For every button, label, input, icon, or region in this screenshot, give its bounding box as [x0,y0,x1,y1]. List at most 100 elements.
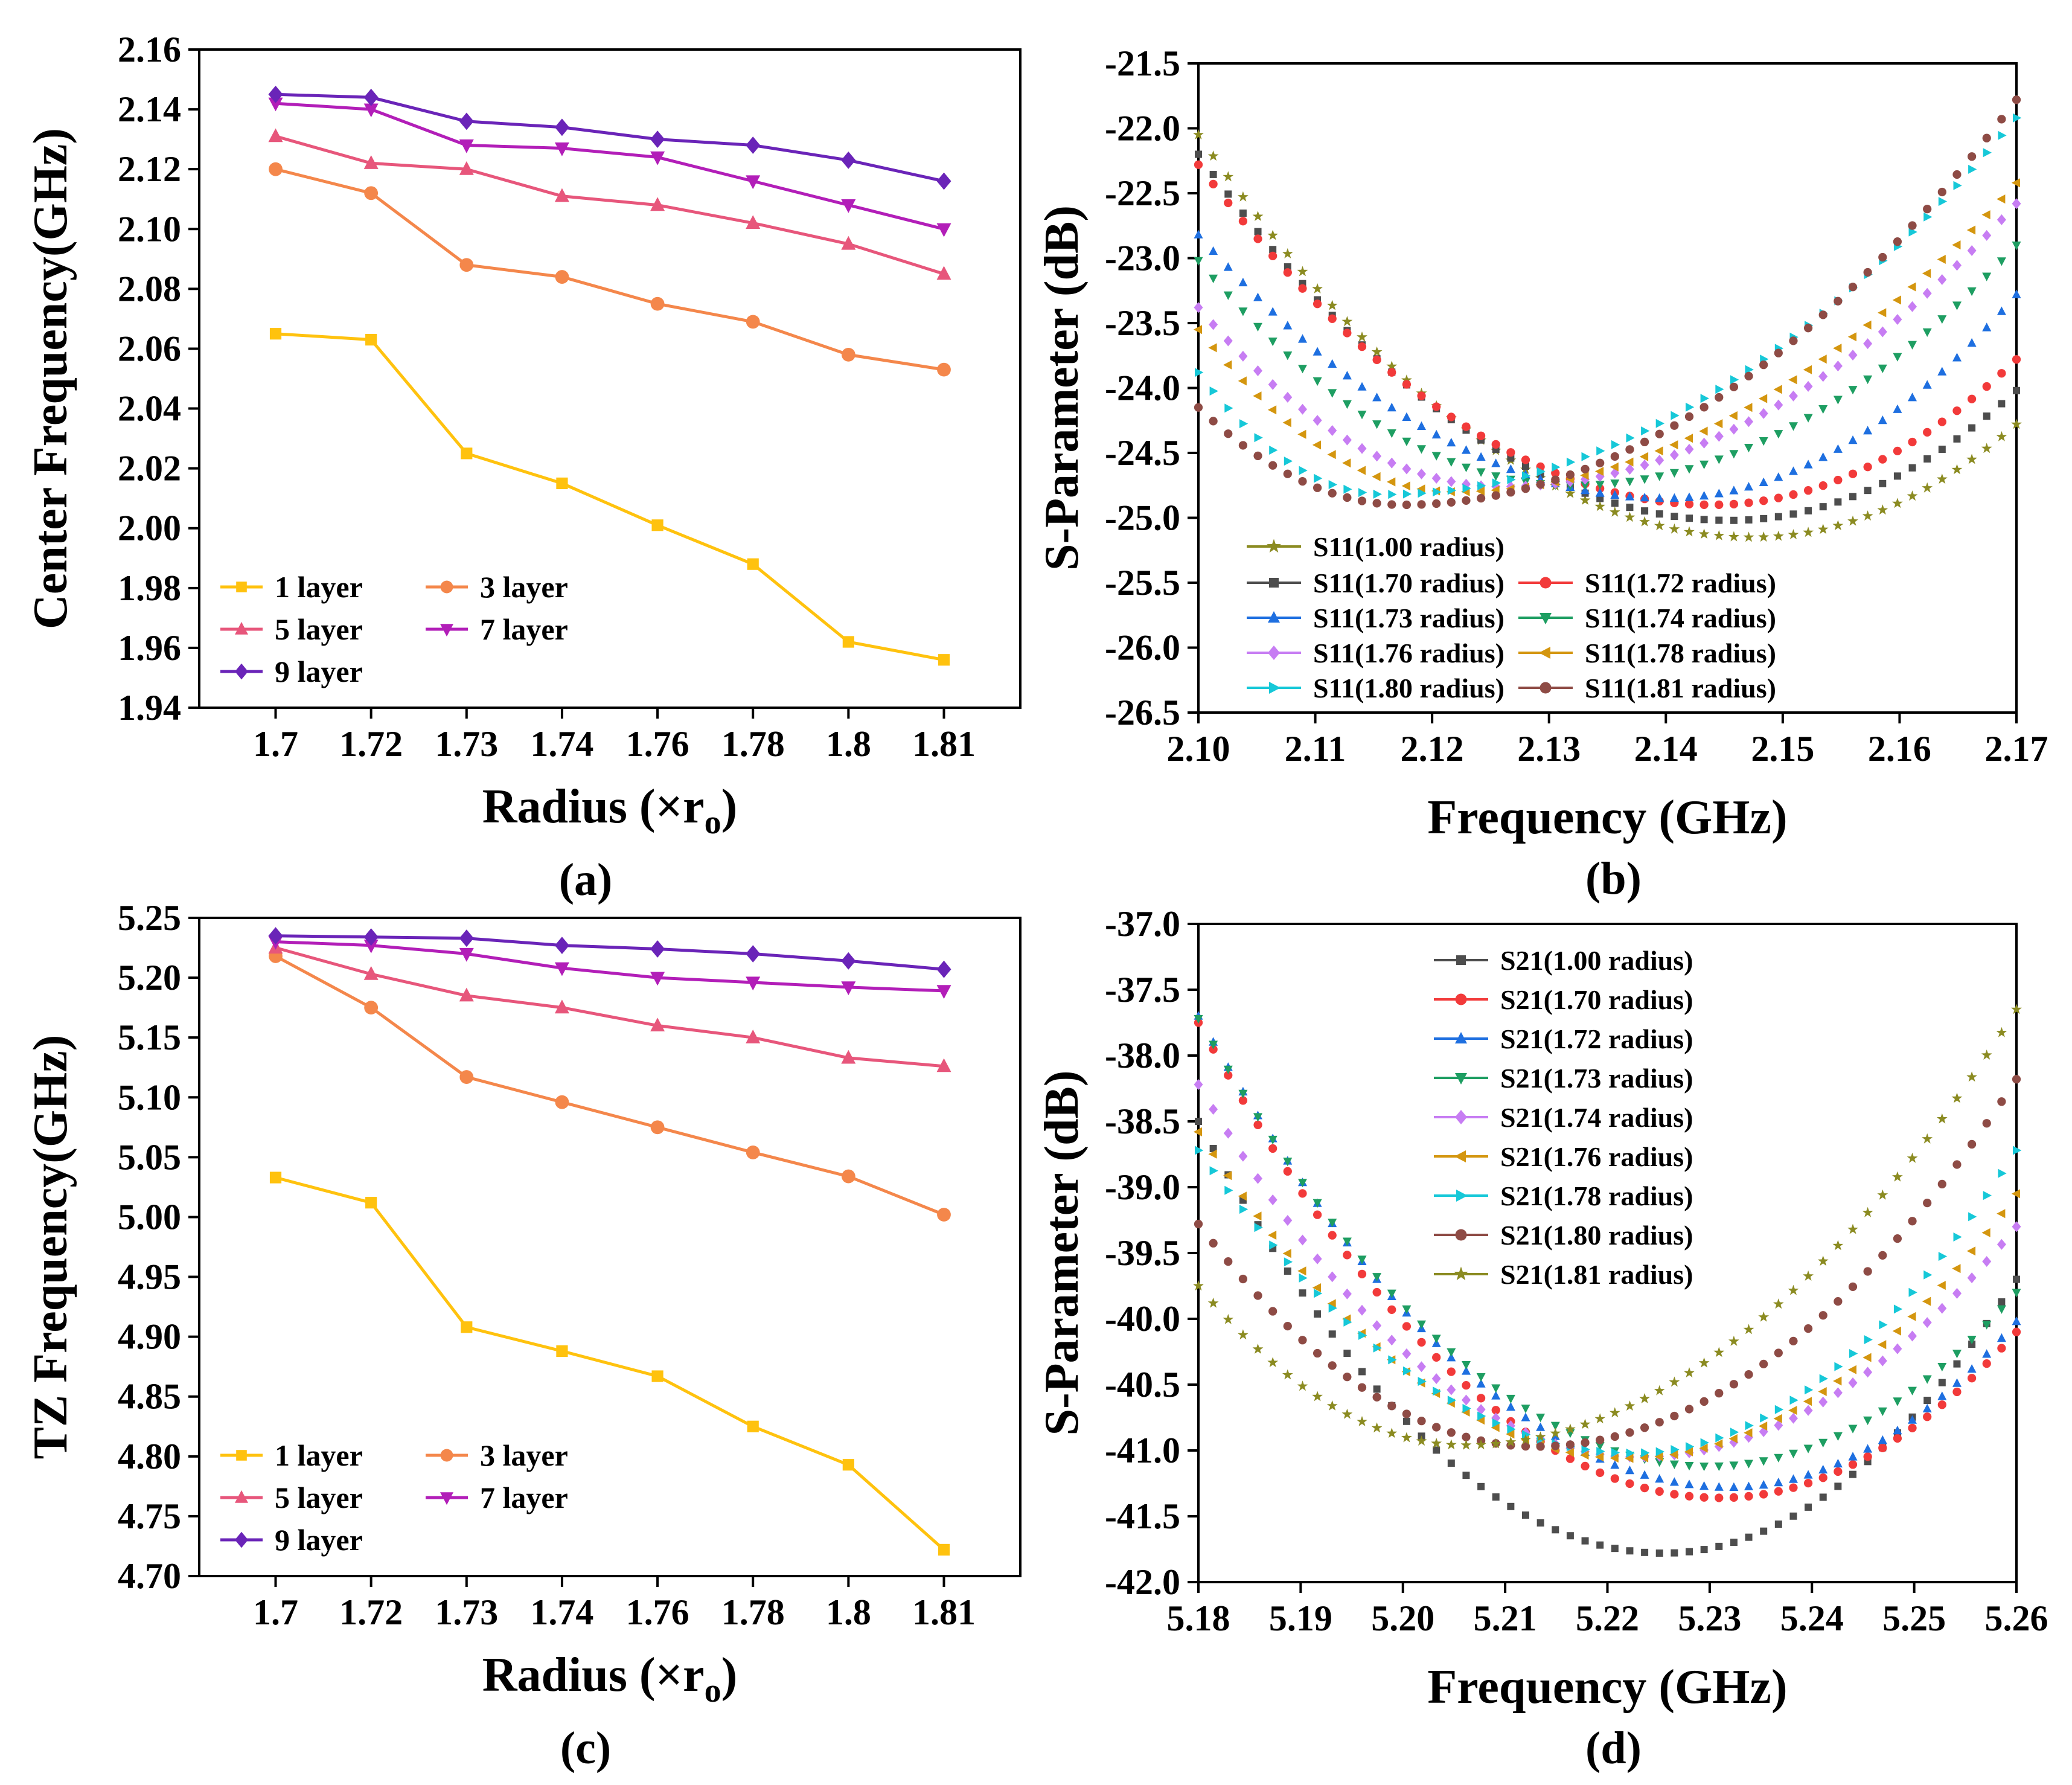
data-point-d-s21-1-73-radius-24 [1550,1421,1560,1431]
data-point-b-s11-1-76-radius-10 [1342,434,1352,446]
y-tick-label-a-3: 2.00 [118,508,181,548]
data-point-b-s11-1-80-radius-19 [1477,481,1486,490]
data-point-b-s11-1-70-radius-37 [1745,516,1753,524]
data-point-b-s11-1-00-radius-0 [1193,129,1204,139]
data-point-b-s11-1-78-radius-52 [1966,225,1976,235]
data-point-b-s11-1-74-radius-33 [1684,465,1694,474]
legend-swatch-marker-d-8 [1454,1266,1468,1281]
data-point-d-s21-1-76-radius-9 [1327,1299,1336,1309]
data-point-b-s11-1-00-radius-50 [1936,473,1948,484]
data-point-d-s21-1-73-radius-5 [1268,1135,1277,1145]
data-point-b-s11-1-81-radius-13 [1387,500,1396,509]
data-point-d-s21-1-80-radius-2 [1224,1257,1233,1266]
data-point-b-s11-1-80-radius-8 [1314,473,1323,483]
data-point-b-s11-1-00-radius-47 [1892,498,1903,508]
data-point-b-s11-1-73-radius-19 [1476,452,1486,461]
legend-label-d-3: S21(1.73 radius) [1500,1063,1693,1094]
data-point-d-s21-1-78-radius-41 [1805,1385,1814,1395]
data-point-b-s11-1-73-radius-45 [1863,426,1873,435]
data-point-c-7-layer-4 [650,972,665,986]
data-point-b-s11-1-70-radius-44 [1849,493,1856,501]
data-point-d-s21-1-76-radius-49 [1922,1296,1931,1306]
data-point-d-s21-1-74-radius-8 [1313,1253,1322,1264]
data-point-b-s11-1-74-radius-37 [1744,444,1753,453]
data-point-b-s11-1-80-radius-7 [1299,466,1308,475]
data-point-c-3-layer-6 [841,1169,855,1184]
data-point-d-s21-1-76-radius-25 [1565,1447,1574,1457]
data-point-b-s11-1-80-radius-30 [1641,426,1650,436]
data-point-d-s21-1-73-radius-2 [1223,1065,1233,1074]
data-point-d-s21-1-00-radius-50 [1938,1379,1946,1386]
data-point-d-s21-1-78-radius-50 [1938,1252,1948,1261]
series-a-5-layer [268,128,951,280]
data-point-b-s11-1-78-radius-43 [1833,344,1842,353]
data-point-d-s21-1-80-radius-27 [1596,1435,1605,1444]
data-point-c-5-layer-2 [459,987,474,1002]
data-point-d-s21-1-81-radius-35 [1713,1347,1725,1357]
data-point-d-s21-1-80-radius-3 [1238,1274,1248,1284]
data-point-d-s21-1-00-radius-51 [1953,1360,1961,1368]
data-point-b-s11-1-78-radius-31 [1654,446,1663,456]
data-point-b-s11-1-72-radius-13 [1387,368,1396,377]
data-point-d-s21-1-74-radius-17 [1447,1384,1456,1396]
data-point-d-s21-1-76-radius-54 [1997,1209,2006,1219]
data-point-b-s11-1-76-radius-55 [2012,198,2021,210]
data-point-d-s21-1-80-radius-29 [1625,1428,1634,1437]
data-point-b-s11-1-81-radius-38 [1759,361,1768,370]
legend-label-b-8: S11(1.81 radius) [1585,673,1776,703]
data-point-d-s21-1-70-radius-53 [1982,1359,1991,1368]
data-point-b-s11-1-81-radius-17 [1447,498,1456,507]
data-point-d-s21-1-78-radius-11 [1358,1330,1367,1340]
legend-swatch-marker-b-0 [1267,539,1281,553]
data-point-a-1-layer-1 [365,333,377,346]
legend-swatch-marker-b-4 [1540,613,1552,624]
data-point-d-s21-1-73-radius-40 [1789,1449,1798,1458]
data-point-b-s11-1-80-radius-51 [1953,181,1962,190]
data-point-b-s11-1-76-radius-7 [1298,403,1307,415]
data-point-c-9-layer-5 [746,945,761,963]
data-point-d-s21-1-81-radius-46 [1877,1189,1888,1200]
data-point-d-s21-1-74-radius-51 [1952,1287,1962,1299]
data-point-b-s11-1-74-radius-43 [1833,396,1843,405]
data-point-d-s21-1-00-radius-27 [1596,1541,1604,1549]
data-point-b-s11-1-74-radius-18 [1462,463,1471,472]
data-point-d-s21-1-72-radius-43 [1833,1458,1843,1468]
data-point-d-s21-1-74-radius-0 [1194,1079,1203,1090]
data-point-b-s11-1-81-radius-15 [1417,500,1426,509]
y-tick-label-d-7: -40.5 [1105,1365,1180,1405]
data-point-b-s11-1-74-radius-40 [1789,422,1798,431]
data-point-d-s21-1-72-radius-20 [1491,1391,1501,1400]
data-point-b-s11-1-81-radius-22 [1521,484,1530,493]
y-tick-label-c-1: 4.75 [118,1496,181,1536]
series-line-a-3-layer [275,167,944,371]
data-point-d-s21-1-76-radius-47 [1892,1326,1901,1336]
data-point-d-s21-1-73-radius-18 [1462,1361,1471,1370]
legend-swatch-marker-b-1 [1269,578,1279,588]
data-point-d-s21-1-74-radius-43 [1833,1387,1843,1399]
data-point-b-s11-1-73-radius-51 [1952,353,1962,362]
series-a-1-layer [269,328,950,666]
data-point-b-s11-1-74-radius-11 [1357,411,1367,420]
data-point-b-s11-1-70-radius-48 [1908,464,1916,472]
data-point-b-s11-1-76-radius-6 [1283,391,1293,403]
data-point-b-s11-1-00-radius-28 [1609,506,1620,517]
legend-swatch-marker-a-2 [235,621,248,635]
data-point-a-3-layer-2 [459,258,474,272]
data-point-b-s11-1-72-radius-19 [1476,431,1486,440]
data-point-d-s21-1-78-radius-40 [1789,1396,1799,1405]
data-point-b-s11-1-78-radius-42 [1818,354,1827,364]
x-axis-title-main-a: Radius (×r [482,780,705,833]
data-point-b-s11-1-80-radius-52 [1968,164,1977,174]
data-point-b-s11-1-80-radius-20 [1492,478,1501,488]
y-tick-label-b-1: -22.0 [1105,109,1180,149]
data-point-b-s11-1-74-radius-0 [1194,257,1203,266]
data-point-b-s11-1-70-radius-0 [1195,150,1202,158]
data-point-d-s21-1-81-radius-41 [1803,1270,1814,1281]
data-point-b-s11-1-00-radius-33 [1684,526,1695,537]
data-point-d-s21-1-73-radius-43 [1833,1432,1843,1441]
data-point-d-s21-1-70-radius-32 [1670,1490,1679,1499]
data-point-b-s11-1-00-radius-3 [1238,191,1249,202]
chart-b: -21.5 -22.0 -22.5 -23.0 -23.5 -24.0 -24.5 -25.0… [1035,43,2048,904]
y-tick-label-d-10: -42.0 [1105,1562,1180,1602]
data-point-b-s11-1-81-radius-1 [1209,417,1218,426]
